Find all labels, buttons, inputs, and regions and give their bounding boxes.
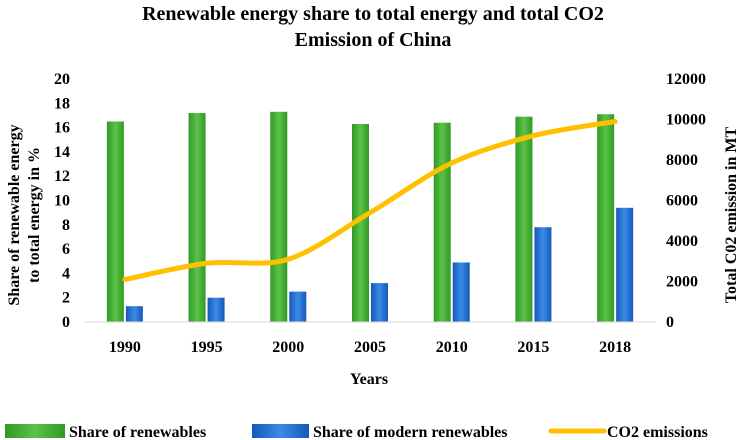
chart-title-line-1: Renewable energy share to total energy a… (142, 3, 604, 25)
y-tick-label: 14 (54, 144, 70, 161)
x-tick-label: 2005 (354, 339, 386, 356)
line-layer (122, 119, 618, 282)
y-axis-title-line-1: Share of renewable energy (6, 124, 23, 305)
legend-label-co2-emissions: CO2 emissions (607, 424, 708, 440)
y2-tick-label: 8000 (666, 152, 698, 169)
y2-tick-label: 4000 (666, 233, 698, 250)
y-axis-ticks: 0 2 4 6 8 10 12 14 16 18 20 (54, 71, 70, 331)
y2-tick-label: 12000 (666, 71, 706, 88)
y-tick-label: 8 (62, 217, 70, 234)
bar-share-of-modern-renewables (371, 283, 388, 322)
bar-share-of-modern-renewables (452, 262, 470, 322)
x-tick-label: 1990 (109, 339, 141, 356)
bar-share-of-modern-renewables (207, 297, 225, 322)
y-tick-label: 10 (54, 193, 70, 210)
y2-axis-title: Total C02 emission in MT (723, 127, 740, 304)
y2-tick-label: 6000 (666, 193, 698, 210)
bar-share-of-renewables (188, 113, 206, 323)
y-tick-label: 18 (54, 95, 70, 112)
x-axis-ticks: 1990 1995 2000 2005 2010 2015 2018 (109, 339, 631, 356)
bar-share-of-modern-renewables (616, 207, 634, 322)
y-axis-title-line-2: to total energy in % (26, 147, 43, 283)
x-tick-label: 2000 (272, 339, 304, 356)
chart-title-line-2: Emission of China (295, 29, 452, 51)
bar-share-of-modern-renewables (289, 291, 307, 322)
y-tick-label: 12 (54, 168, 70, 185)
y-tick-label: 4 (62, 265, 70, 282)
y-tick-label: 20 (54, 71, 70, 88)
legend: Share of renewables Share of modern rene… (5, 424, 708, 440)
bar-share-of-renewables (433, 122, 451, 323)
line-co2-emissions (122, 119, 618, 282)
bar-share-of-renewables (352, 123, 369, 322)
y-tick-label: 0 (62, 314, 70, 331)
legend-swatch-share-of-modern-renewables (252, 424, 309, 438)
x-axis-title: Years (350, 371, 388, 388)
bar-share-of-renewables (270, 111, 288, 323)
bars-layer (106, 111, 634, 323)
legend-swatch-share-of-renewables (5, 424, 65, 438)
legend-label-share-of-renewables: Share of renewables (69, 424, 206, 440)
y2-tick-label: 2000 (666, 274, 698, 291)
bar-share-of-renewables (597, 114, 615, 322)
y-tick-label: 6 (62, 241, 70, 258)
bar-share-of-modern-renewables (125, 306, 143, 322)
y2-axis-ticks: 0 2000 4000 6000 8000 10000 12000 (666, 71, 706, 331)
bar-share-of-renewables (106, 121, 124, 323)
y2-tick-label: 0 (666, 314, 674, 331)
x-tick-label: 2018 (599, 339, 631, 356)
y-tick-label: 2 (62, 290, 70, 307)
legend-label-share-of-modern-renewables: Share of modern renewables (313, 424, 508, 440)
y-tick-label: 16 (54, 120, 70, 137)
y2-tick-label: 10000 (666, 112, 706, 129)
x-tick-label: 1995 (191, 339, 223, 356)
bar-share-of-renewables (515, 116, 533, 322)
x-tick-label: 2010 (436, 339, 468, 356)
bar-share-of-modern-renewables (534, 227, 552, 322)
x-tick-label: 2015 (517, 339, 549, 356)
